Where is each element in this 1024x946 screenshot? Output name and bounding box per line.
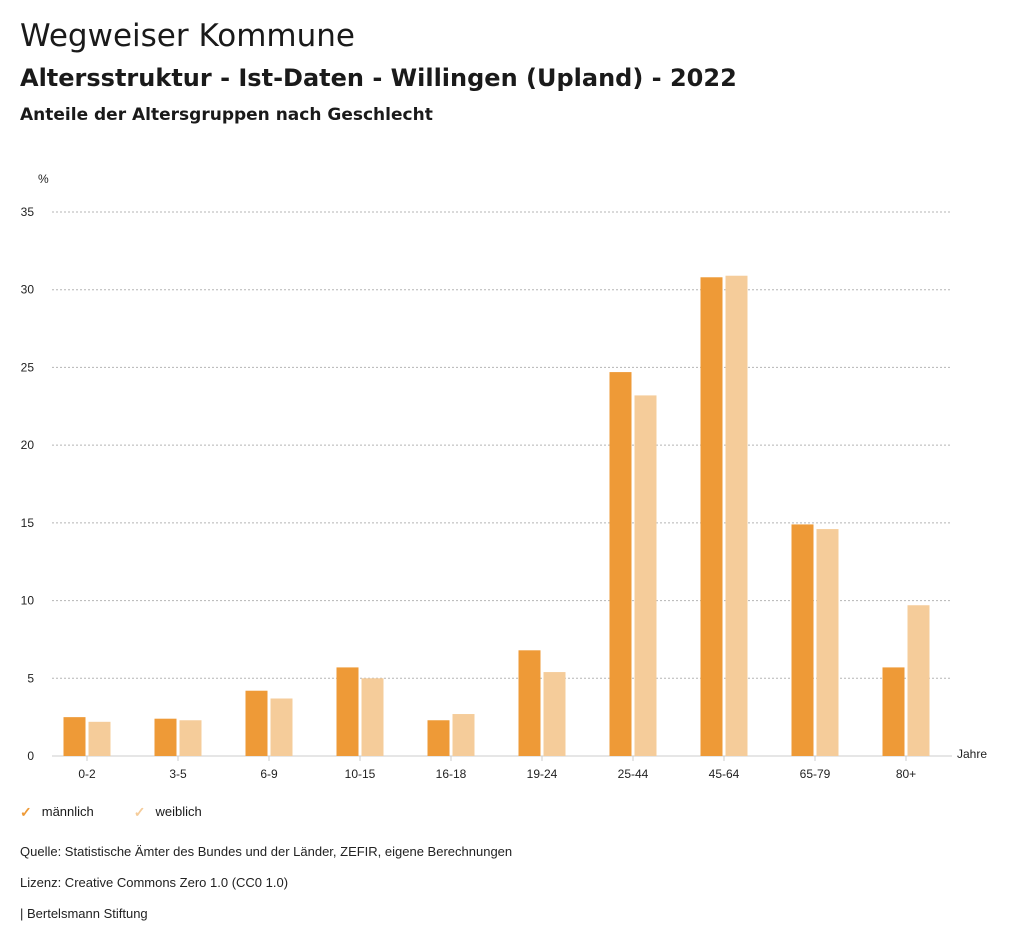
- x-tick-label: 45-64: [709, 767, 740, 781]
- page-title: Wegweiser Kommune: [20, 18, 355, 54]
- bar-weiblich-3-5[interactable]: [179, 720, 202, 756]
- tick-layer: 0 5 10 15 20 25 30 35 0-2 3-5 6-9 10-15 16-18 19-24 25…: [21, 205, 917, 781]
- x-tick-label: 0-2: [78, 767, 96, 781]
- bar-maennlich-25-44[interactable]: [609, 372, 632, 756]
- y-tick-label: 5: [27, 671, 34, 685]
- x-tick-label: 16-18: [436, 767, 467, 781]
- bar-maennlich-16-18[interactable]: [427, 720, 450, 756]
- bar-weiblich-25-44[interactable]: [634, 395, 657, 756]
- bar-maennlich-3-5[interactable]: [154, 718, 177, 756]
- x-tick-label: 3-5: [169, 767, 187, 781]
- legend-label-maennlich: männlich: [41, 804, 94, 819]
- bar-weiblich-19-24[interactable]: [543, 672, 566, 756]
- legend-item-weiblich[interactable]: ✓ weiblich: [134, 804, 202, 819]
- license-note: Lizenz: Creative Commons Zero 1.0 (CC0 1…: [20, 875, 289, 890]
- chart-legend: ✓ männlich ✓ weiblich: [20, 804, 202, 819]
- legend-label-weiblich: weiblich: [155, 804, 202, 819]
- chart-subtitle: Altersstruktur - Ist-Daten - Willingen (…: [20, 64, 737, 92]
- grid-layer: [52, 211, 952, 761]
- bar-maennlich-80+[interactable]: [882, 667, 905, 756]
- y-tick-label: 15: [21, 516, 35, 530]
- publisher-note: | Bertelsmann Stiftung: [20, 906, 148, 921]
- y-tick-label: 35: [21, 205, 35, 219]
- age-structure-bar-chart: 0 5 10 15 20 25 30 35 0-2 3-5 6-9 10-15 16-18 19-24 25…: [21, 172, 988, 781]
- bar-maennlich-10-15[interactable]: [336, 667, 359, 756]
- bar-weiblich-80+[interactable]: [907, 605, 930, 756]
- bar-maennlich-45-64[interactable]: [700, 277, 723, 756]
- chart-caption: Anteile der Altersgruppen nach Geschlech…: [20, 105, 433, 125]
- y-tick-label: 0: [27, 749, 34, 763]
- x-tick-label: 19-24: [527, 767, 558, 781]
- bar-weiblich-65-79[interactable]: [816, 529, 839, 756]
- x-tick-label: 65-79: [800, 767, 831, 781]
- bar-maennlich-0-2[interactable]: [63, 717, 86, 756]
- y-tick-label: 30: [21, 283, 35, 297]
- bar-maennlich-65-79[interactable]: [791, 524, 814, 756]
- y-tick-label: 20: [21, 438, 35, 452]
- bar-layer: [63, 275, 930, 756]
- legend-item-maennlich[interactable]: ✓ männlich: [20, 804, 94, 819]
- checkmark-icon: ✓: [20, 803, 32, 820]
- x-tick-label: 80+: [896, 767, 916, 781]
- bar-weiblich-45-64[interactable]: [725, 275, 748, 756]
- bar-weiblich-10-15[interactable]: [361, 678, 384, 756]
- bar-weiblich-0-2[interactable]: [88, 721, 111, 756]
- y-tick-label: 10: [21, 594, 35, 608]
- checkmark-icon: ✓: [133, 803, 146, 820]
- x-tick-label: 6-9: [260, 767, 278, 781]
- x-axis-unit-label: Jahre: [957, 747, 987, 761]
- y-axis-unit-label: %: [38, 172, 49, 186]
- bar-weiblich-6-9[interactable]: [270, 698, 293, 756]
- bar-maennlich-6-9[interactable]: [245, 690, 268, 756]
- bar-weiblich-16-18[interactable]: [452, 714, 475, 756]
- source-note: Quelle: Statistische Ämter des Bundes un…: [20, 844, 513, 859]
- x-tick-label: 10-15: [345, 767, 376, 781]
- x-tick-label: 25-44: [618, 767, 649, 781]
- y-tick-label: 25: [21, 360, 35, 374]
- bar-maennlich-19-24[interactable]: [518, 650, 541, 756]
